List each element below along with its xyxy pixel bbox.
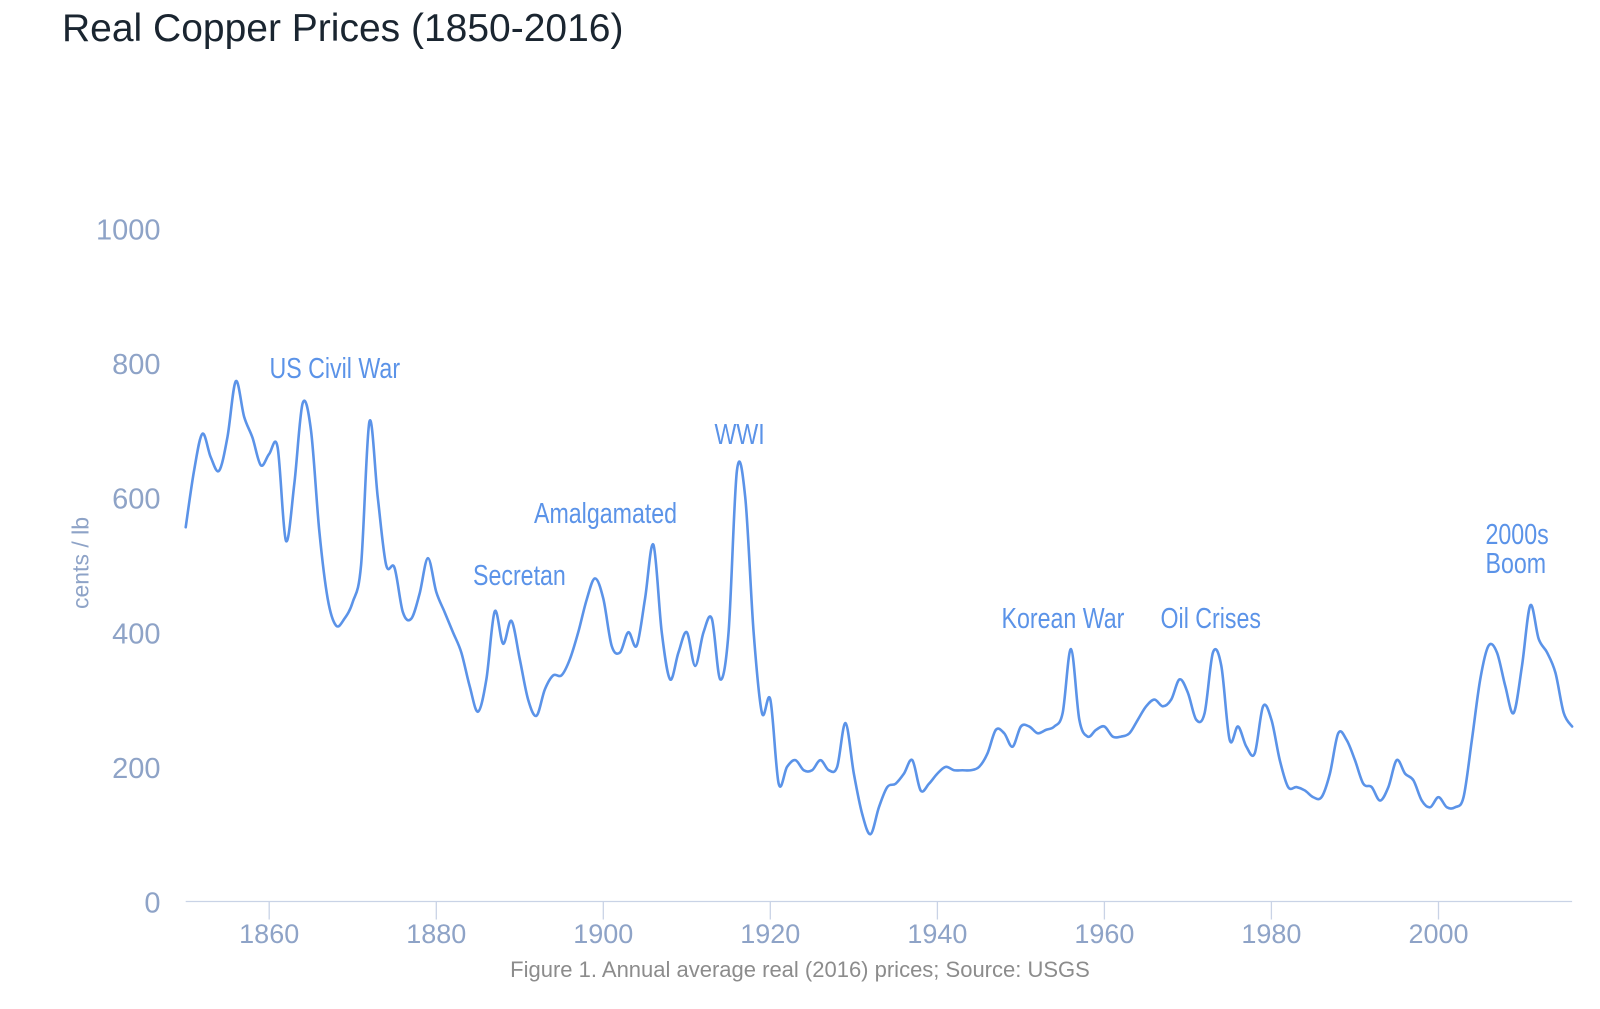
svg-text:1860: 1860 xyxy=(239,919,299,949)
svg-text:600: 600 xyxy=(112,484,160,516)
svg-text:US Civil War: US Civil War xyxy=(270,351,401,384)
svg-text:Korean War: Korean War xyxy=(1002,601,1125,634)
svg-text:1900: 1900 xyxy=(573,919,633,949)
svg-text:1980: 1980 xyxy=(1241,919,1301,949)
svg-text:0: 0 xyxy=(144,888,160,920)
svg-text:200: 200 xyxy=(112,753,160,785)
svg-text:2000: 2000 xyxy=(1408,919,1468,949)
svg-text:1940: 1940 xyxy=(907,919,967,949)
svg-text:1960: 1960 xyxy=(1074,919,1134,949)
svg-text:Secretan: Secretan xyxy=(473,558,566,591)
svg-text:1920: 1920 xyxy=(740,919,800,949)
svg-text:1000: 1000 xyxy=(96,215,161,247)
svg-text:800: 800 xyxy=(112,349,160,381)
svg-text:Amalgamated: Amalgamated xyxy=(534,496,677,529)
svg-text:Boom: Boom xyxy=(1486,546,1547,579)
svg-text:WWI: WWI xyxy=(715,417,765,450)
svg-text:1880: 1880 xyxy=(406,919,466,949)
svg-text:400: 400 xyxy=(112,618,160,650)
svg-text:Oil Crises: Oil Crises xyxy=(1161,601,1262,634)
